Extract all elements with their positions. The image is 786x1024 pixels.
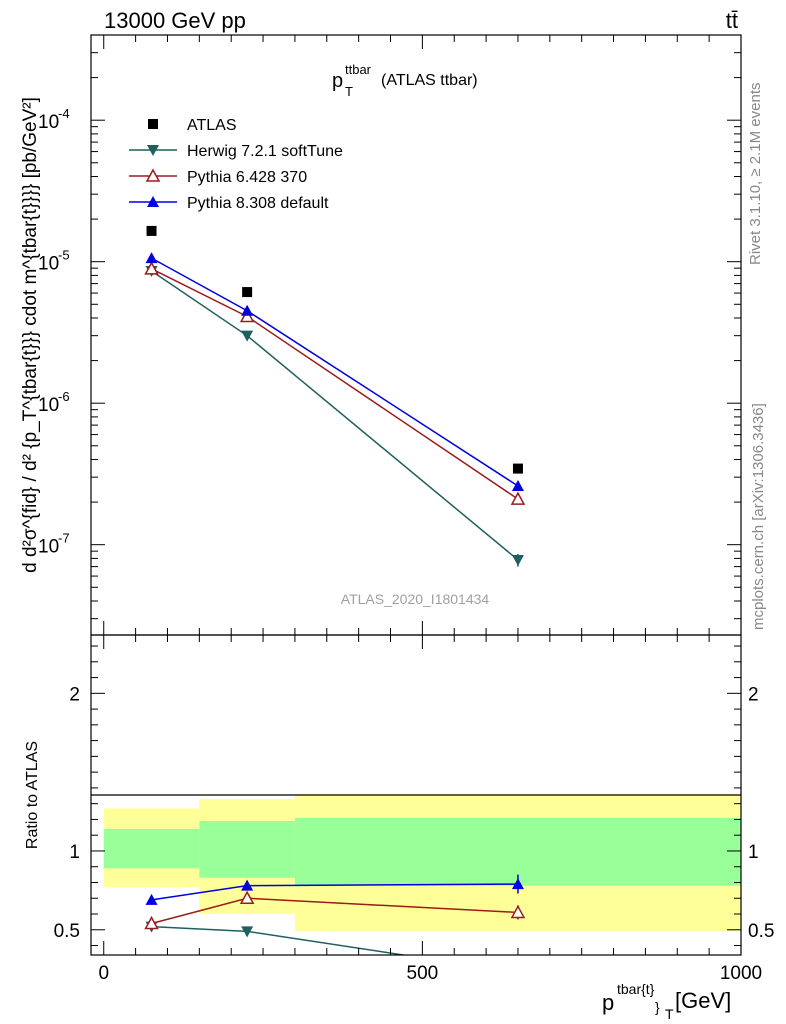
rivet-label: Rivet 3.1.10, ≥ 2.1M events: [747, 83, 764, 266]
x-axis-label-p: p: [602, 990, 614, 1015]
main-y-tick-label: 10-4: [38, 106, 70, 133]
data-point-herwig-7-2-1-softtune: [511, 554, 524, 566]
main-y-tick-base: 10: [38, 537, 59, 558]
x-axis-label-sub2: T: [665, 1006, 674, 1022]
series-line-pythia-8-308-default: [151, 257, 519, 487]
series-herwig-7-2-1-softtune: [145, 265, 524, 567]
main-y-tick-label: 10-6: [38, 389, 70, 416]
series-pythia-8-308-default: [145, 252, 524, 491]
plot-title-rest: (ATLAS ttbar): [381, 72, 478, 89]
legend-entry-pythia-8-308-default: Pythia 8.308 default: [129, 195, 329, 212]
x-tick-label: 0: [98, 963, 109, 984]
data-point-herwig-7-2-1-softtune: [241, 330, 254, 342]
x-axis-label-sub: }: [655, 999, 660, 1015]
ratio-y-tick-label-right: 1: [748, 842, 759, 863]
legend-label: Pythia 8.308 default: [187, 195, 329, 212]
series-atlas: [146, 225, 523, 474]
legend-entry-herwig-7-2-1-softtune: Herwig 7.2.1 softTune: [129, 143, 343, 160]
green-band-0: [103, 828, 200, 869]
x-axis-label-unit: [GeV]: [675, 988, 731, 1013]
data-point-pythia-8-308-default: [145, 252, 158, 264]
series-line-herwig-7-2-1-softtune: [151, 270, 519, 561]
process-label: tt̄: [726, 8, 738, 33]
ratio-point-pythia-6-428-370: [144, 915, 159, 930]
analysis-watermark: ATLAS_2020_I1801434: [341, 591, 490, 607]
legend-label: Pythia 6.428 370: [187, 169, 307, 186]
main-y-tick-base: 10: [38, 112, 59, 133]
legend-entry-pythia-6-428-370: Pythia 6.428 370: [129, 168, 307, 186]
main-y-tick-labels: 10-410-510-610-7: [38, 106, 70, 557]
ratio-point-pythia-6-428-370: [239, 890, 255, 905]
main-y-axis-label: d d²σ^{fid} / d² {p_T^{tbar{t}}} cdot m^…: [20, 97, 41, 573]
legend-marker: [145, 168, 161, 182]
x-tick-label: 500: [407, 963, 439, 984]
legend: ATLAS Herwig 7.2.1 softTune Pythia 6.428 3…: [129, 117, 343, 212]
ratio-y-tick-label-right: 0.5: [748, 921, 774, 942]
data-point-atlas: [242, 287, 253, 298]
main-y-tick-label: 10-7: [38, 531, 70, 558]
ratio-uncertainty-bands: [103, 794, 741, 932]
main-y-tick-base: 10: [38, 254, 59, 275]
legend-label: ATLAS: [187, 117, 237, 134]
data-point-pythia-6-428-370: [144, 261, 159, 275]
collision-energy-label: 13000 GeV pp: [104, 8, 246, 33]
data-point-pythia-6-428-370: [510, 491, 526, 505]
data-point-pythia-8-308-default: [241, 304, 254, 316]
ratio-y-tick-label: 2: [69, 684, 80, 705]
main-y-tick-label: 10-5: [38, 248, 70, 275]
green-band-2: [294, 817, 741, 886]
ratio-series-pythia-8-308-default: [145, 874, 524, 905]
ratio-point-herwig-7-2-1-softtune: [241, 926, 254, 938]
plot-title-sub: T: [345, 84, 353, 99]
x-tick-label: 1000: [720, 963, 762, 984]
main-y-tick-exp: -4: [58, 106, 70, 121]
main-y-tick-exp: -6: [58, 389, 70, 404]
x-axis-label-sup: tbar{t}: [617, 981, 655, 997]
ratio-y-tick-label-right: 2: [748, 684, 759, 705]
ratio-point-pythia-8-308-default: [241, 879, 254, 891]
ratio-series-clipped: [144, 874, 526, 978]
ratio-y-tick-label: 0.5: [54, 921, 80, 942]
data-point-pythia-6-428-370: [239, 308, 255, 323]
ratio-point-pythia-8-308-default: [145, 893, 158, 905]
main-y-tick-exp: -5: [58, 248, 70, 263]
ratio-point-herwig-7-2-1-softtune: [512, 967, 524, 978]
ratio-y-tick-label: 1: [69, 842, 80, 863]
data-point-pythia-8-308-default: [511, 479, 524, 491]
plot-title-sup: ttbar: [345, 62, 372, 77]
legend-entry-atlas: ATLAS: [148, 117, 237, 134]
plot-title-p: p: [332, 70, 343, 92]
mcplots-label: mcplots.cern.ch [arXiv:1306.3436]: [750, 403, 767, 630]
main-y-tick-exp: -7: [58, 531, 70, 546]
ratio-line-herwig-7-2-1-softtune: [151, 925, 409, 955]
ratio-panel: 0.5 0.5 1 1 2 2 0 500 1000 Ratio to ATLAS p tbar…: [24, 634, 774, 1022]
ratio-y-axis-label: Ratio to ATLAS: [24, 741, 41, 849]
legend-marker: [148, 119, 158, 129]
legend-marker: [147, 145, 159, 156]
ratio-axes: 0.5 0.5 1 1 2 2 0 500 1000: [54, 635, 774, 984]
main-series: [144, 225, 526, 567]
main-y-tick-base: 10: [38, 395, 59, 416]
ratio-series-pythia-6-428-370: [144, 890, 526, 930]
main-panel: p ttbar T (ATLAS ttbar) ATLAS_2020_I1801…: [20, 34, 742, 636]
green-band-1: [199, 821, 295, 878]
ratio-frame: [90, 634, 742, 956]
ratio-point-pythia-8-308-default: [511, 878, 524, 890]
series-line-pythia-6-428-370: [151, 268, 519, 500]
series-pythia-6-428-370: [144, 261, 526, 505]
legend-label: Herwig 7.2.1 softTune: [187, 143, 343, 160]
ratio-series: [144, 874, 526, 978]
data-point-atlas: [146, 225, 157, 236]
legend-marker: [147, 196, 159, 207]
ratio-point-pythia-6-428-370: [510, 904, 526, 919]
data-point-atlas: [512, 463, 523, 474]
